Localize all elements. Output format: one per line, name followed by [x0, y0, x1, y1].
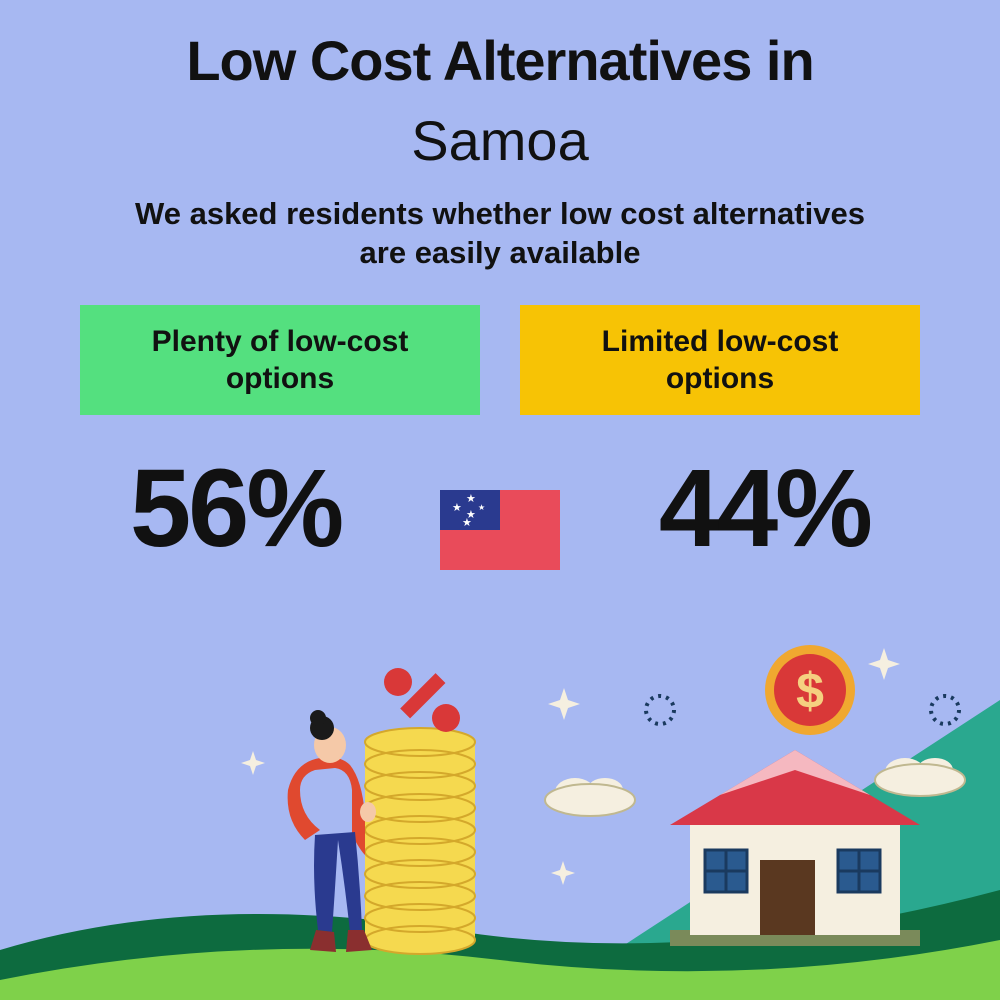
cloud-left [545, 778, 635, 816]
option-limited: Limited low-cost options [520, 305, 920, 415]
flag-canton: ★ ★ ★ ★ ★ [440, 490, 500, 530]
option-plenty-label: Plenty of low-cost options [110, 323, 450, 398]
percent-symbol [384, 668, 460, 732]
dollar-coin: $ [765, 645, 855, 735]
flag-samoa: ★ ★ ★ ★ ★ [440, 490, 560, 570]
burst-right [931, 696, 959, 724]
illustration: $ [0, 640, 1000, 1000]
coin-stack [365, 728, 475, 954]
option-limited-label: Limited low-cost options [550, 323, 890, 398]
percent-limited: 44% [659, 445, 870, 572]
subtitle: We asked residents whether low cost alte… [120, 195, 880, 273]
title-line1: Low Cost Alternatives in [0, 28, 1000, 93]
title-line2: Samoa [0, 108, 1000, 173]
percent-plenty: 56% [130, 445, 341, 572]
infographic-canvas: Low Cost Alternatives in Samoa We asked … [0, 0, 1000, 1000]
option-plenty: Plenty of low-cost options [80, 305, 480, 415]
burst-left [646, 696, 674, 724]
svg-text:$: $ [796, 663, 824, 719]
